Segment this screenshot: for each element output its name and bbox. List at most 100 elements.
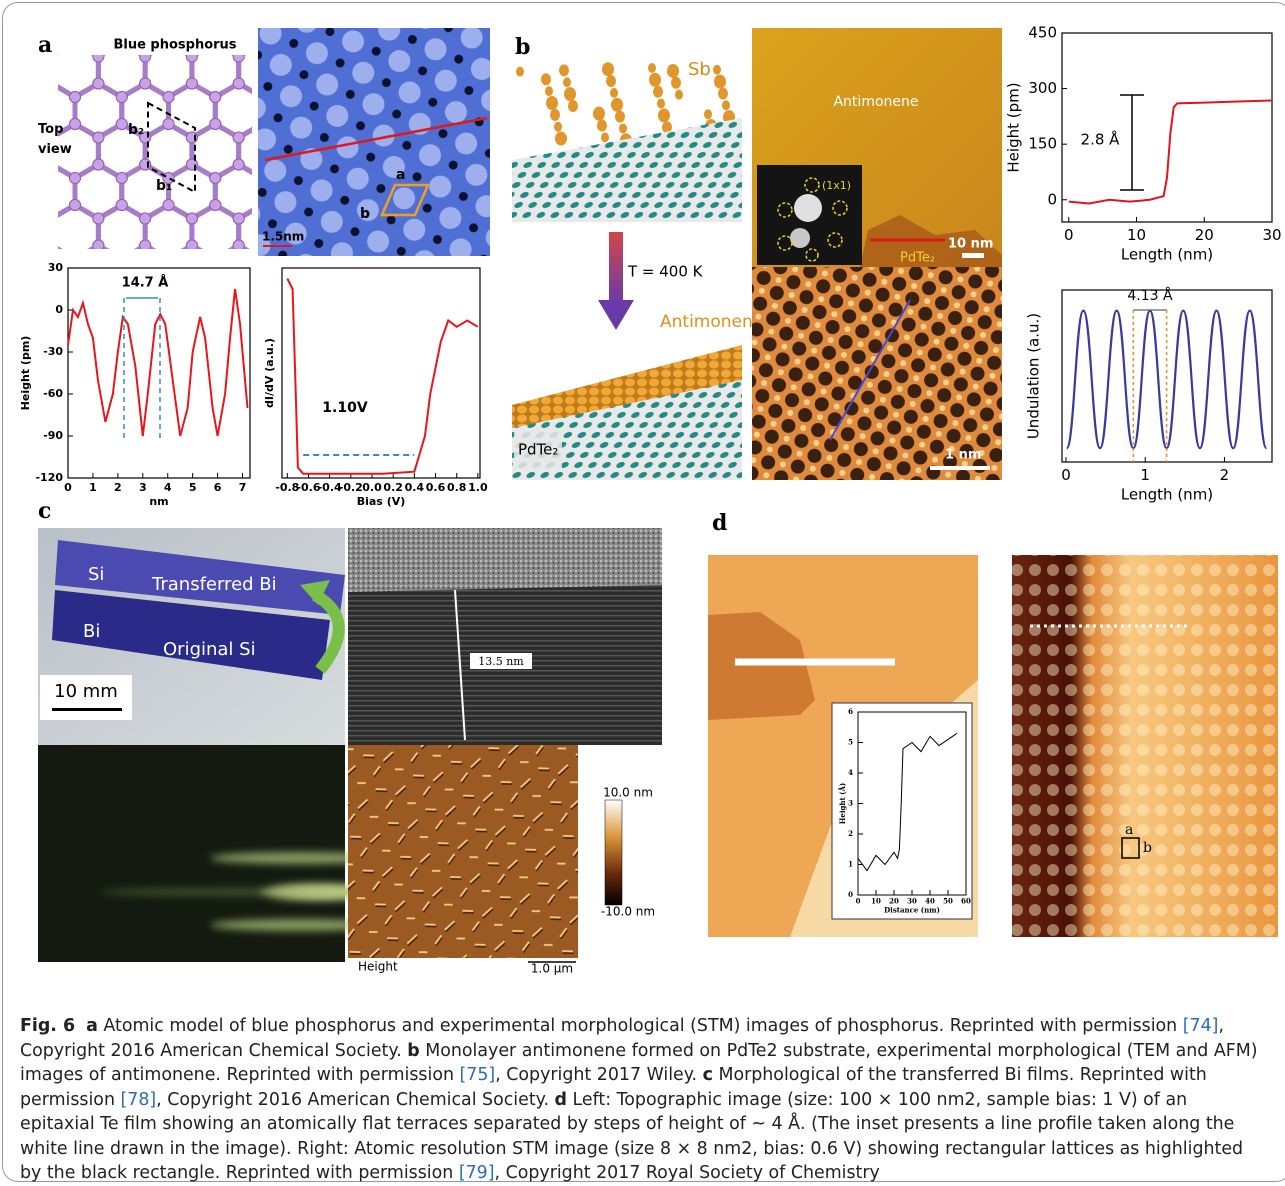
atom xyxy=(116,200,127,211)
colorbar xyxy=(605,800,622,905)
x-tick-label: 10 xyxy=(871,896,881,905)
atom xyxy=(140,51,151,62)
bond xyxy=(52,205,99,259)
atom xyxy=(257,281,268,292)
atom xyxy=(140,78,151,89)
atom xyxy=(46,240,57,251)
sb-atom xyxy=(601,132,609,142)
reference[interactable]: [75] xyxy=(460,1065,496,1085)
atom xyxy=(23,92,34,103)
sb-atom xyxy=(564,87,576,101)
bond xyxy=(215,246,262,300)
colorbar-label: 10.0 nm xyxy=(603,786,653,800)
sb-atom xyxy=(615,111,625,123)
reference[interactable]: [78] xyxy=(121,1090,157,1110)
atom xyxy=(23,281,34,292)
sb-atom xyxy=(606,75,616,87)
x-tick-label: 60 xyxy=(961,896,971,905)
sb-atom xyxy=(550,109,560,121)
atom xyxy=(93,159,104,170)
colorbar-label: -10.0 nm xyxy=(601,905,655,919)
sb-atom xyxy=(602,62,614,76)
atom xyxy=(163,119,174,130)
channel-label: Height xyxy=(358,960,398,974)
y-tick-label: -60 xyxy=(43,387,63,400)
reference[interactable]: [79] xyxy=(459,1163,495,1183)
y-axis-label: Height (pm) xyxy=(1005,82,1023,172)
inset xyxy=(832,703,972,919)
x-tick-label: 3 xyxy=(139,481,147,494)
reference[interactable]: [74] xyxy=(1183,1016,1219,1036)
atom xyxy=(0,132,10,143)
vector-label: b₂ xyxy=(128,122,144,138)
atom xyxy=(0,159,10,170)
y-tick-label: 2 xyxy=(848,829,853,838)
sb-atom xyxy=(541,73,551,85)
atom xyxy=(186,240,197,251)
atom xyxy=(70,254,81,265)
caption-label: b xyxy=(407,1041,419,1061)
sb-atom xyxy=(611,98,623,112)
atom xyxy=(210,119,221,130)
annotation: 14.7 Å xyxy=(122,275,169,291)
temperature: T = 400 K xyxy=(627,263,704,281)
plot-frame xyxy=(68,268,250,478)
annotation: 4.13 Å xyxy=(1127,287,1173,304)
atom xyxy=(210,254,221,265)
atom xyxy=(163,200,174,211)
sb-atom xyxy=(559,64,569,76)
scale-label: 1.5nm xyxy=(262,230,304,244)
y-axis-label: Undulation (a.u.) xyxy=(1025,313,1043,439)
sb-atom xyxy=(657,99,665,109)
atom xyxy=(46,213,57,224)
y-tick-label: 3 xyxy=(848,799,853,808)
x-tick-label: 30 xyxy=(1262,226,1281,244)
panel-label: a xyxy=(38,32,52,58)
sb-atom xyxy=(649,73,661,87)
atom xyxy=(186,78,197,89)
atom xyxy=(46,240,57,251)
x-tick-label: 1.0 xyxy=(468,481,488,494)
atom xyxy=(163,254,174,265)
arrow xyxy=(609,232,623,302)
caption: Fig. 6 a Atomic model of blue phosphorus… xyxy=(20,1014,1265,1186)
atom xyxy=(210,254,221,265)
atom xyxy=(210,254,221,265)
atom xyxy=(257,281,268,292)
layer-label: Antimonene xyxy=(660,312,763,332)
x-tick-label: 50 xyxy=(943,896,953,905)
atom xyxy=(210,173,221,184)
y-tick-label: -90 xyxy=(43,429,63,442)
panel-label: b xyxy=(515,34,530,60)
figure-number: Fig. 6 xyxy=(20,1016,75,1036)
atom xyxy=(70,38,81,49)
model-view: Top view xyxy=(38,120,78,160)
vector-label: b₁ xyxy=(156,178,172,194)
atom xyxy=(116,254,127,265)
sb-atom xyxy=(671,77,681,89)
atom xyxy=(116,254,127,265)
sb-atom xyxy=(713,65,721,75)
atom xyxy=(210,92,221,103)
atom xyxy=(23,173,34,184)
atom xyxy=(210,281,221,292)
caption-text: Atomic model of blue phosphorus and expe… xyxy=(103,1016,1182,1036)
x-tick-label: 6 xyxy=(214,481,222,494)
atom xyxy=(233,78,244,89)
atom xyxy=(93,240,104,251)
atom xyxy=(163,92,174,103)
caption-label: d xyxy=(555,1090,567,1110)
atom xyxy=(186,294,197,305)
atom xyxy=(233,132,244,143)
scale-bar xyxy=(930,466,990,470)
caption-label: c xyxy=(703,1065,713,1085)
y-axis-label: Height (Å) xyxy=(838,783,847,824)
sb-atom xyxy=(546,96,558,110)
atom xyxy=(23,92,34,103)
caption-text: , Copyright 2017 Royal Society of Chemis… xyxy=(495,1163,880,1183)
atom xyxy=(116,254,127,265)
afm-image xyxy=(348,745,578,958)
sb-atom xyxy=(568,100,578,112)
decoration xyxy=(790,228,810,248)
region-label: PdTe₂ xyxy=(900,251,935,266)
